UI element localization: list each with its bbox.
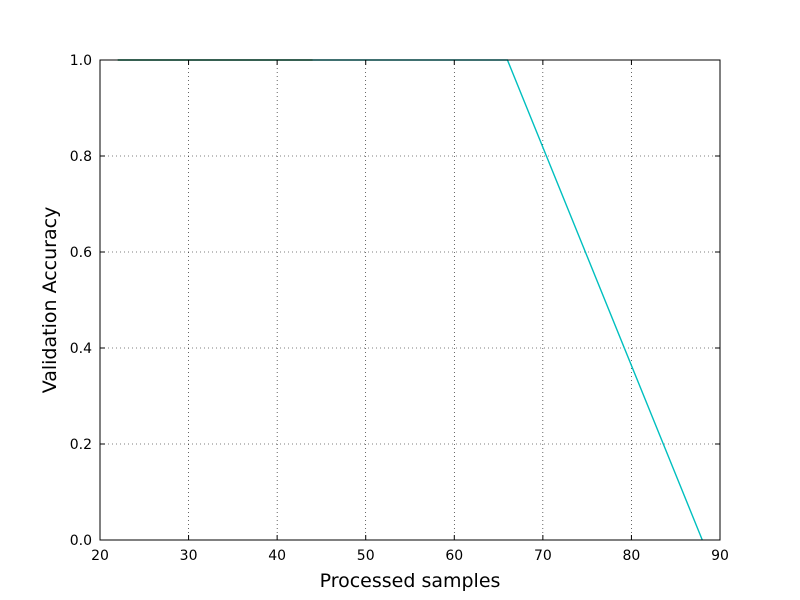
x-tick-label: 50: [357, 548, 375, 564]
y-tick-label: 1.0: [70, 53, 92, 69]
x-tick-label: 80: [623, 548, 641, 564]
x-tick-label: 20: [91, 548, 109, 564]
x-tick-label: 70: [534, 548, 552, 564]
plot-frame: [99, 59, 721, 541]
y-axis-ticks: 0.0 0.2 0.4 0.6 0.8 1.0: [70, 53, 720, 549]
plot-background: [100, 60, 720, 540]
y-axis-label: Validation Accuracy: [39, 207, 61, 394]
y-tick-label: 0.2: [70, 437, 92, 453]
y-tick-label: 0.8: [70, 149, 92, 165]
x-axis-label: Processed samples: [320, 570, 501, 592]
x-tick-label: 30: [180, 548, 198, 564]
y-tick-label: 0.6: [70, 245, 92, 261]
x-tick-label: 90: [711, 548, 729, 564]
x-tick-label: 40: [268, 548, 286, 564]
x-axis-ticks: 20 30 40 50 60 70 80 90: [91, 60, 729, 564]
y-tick-label: 0.0: [70, 533, 92, 549]
y-tick-label: 0.4: [70, 341, 92, 357]
x-tick-label: 60: [445, 548, 463, 564]
